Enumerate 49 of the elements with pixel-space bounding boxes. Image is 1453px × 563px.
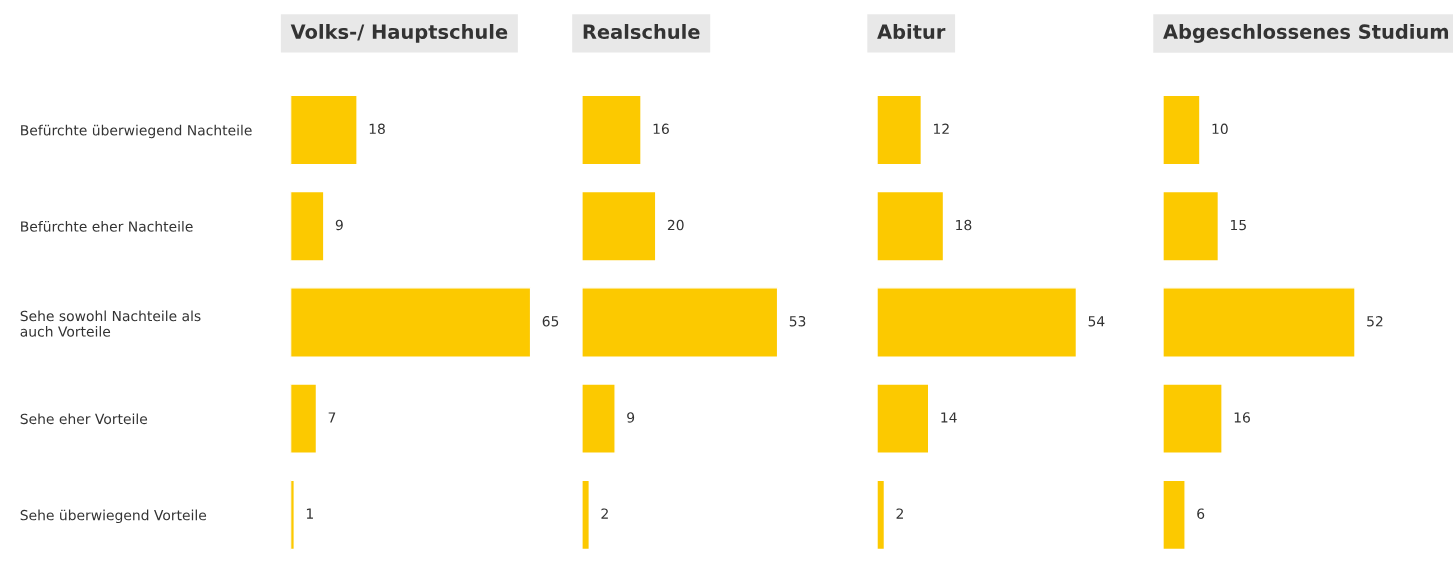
bar <box>290 94 358 166</box>
data-label: 15 <box>1231 219 1246 231</box>
y-tick-label: Sehe überwiegend Vorteile <box>20 509 207 524</box>
data-label: 14 <box>941 412 957 423</box>
bar <box>1162 287 1356 358</box>
chart-title: Abgeschlossenes Studium <box>1163 23 1449 43</box>
data-label: 6 <box>1197 508 1205 519</box>
data-label: 53 <box>789 315 806 327</box>
data-label: 18 <box>956 219 972 231</box>
data-label: 16 <box>653 123 669 135</box>
bar <box>1162 479 1186 551</box>
data-label: 12 <box>933 123 949 134</box>
bar <box>1162 94 1201 166</box>
bar <box>1162 383 1223 455</box>
data-label: 9 <box>335 219 343 231</box>
bar <box>290 190 325 262</box>
y-tick-label: Sehe eher Vorteile <box>20 413 148 425</box>
bar <box>581 287 779 358</box>
y-tick-label: Befürchte eher Nachteile <box>21 220 193 232</box>
data-label: 20 <box>667 219 684 231</box>
bar <box>581 479 591 551</box>
data-label: 2 <box>896 508 903 519</box>
y-tick-label: Sehe sowohl Nachteile als auch Vorteile <box>20 310 201 337</box>
data-label: 65 <box>542 315 559 327</box>
bar <box>877 287 1078 358</box>
bar <box>877 190 945 262</box>
data-label: 16 <box>1234 412 1250 423</box>
data-label: 7 <box>328 412 336 423</box>
data-label: 1 <box>306 508 313 519</box>
data-label: 54 <box>1088 316 1105 327</box>
data-label: 9 <box>627 412 635 423</box>
data-label: 18 <box>369 123 385 135</box>
bar <box>581 383 616 455</box>
chart-title: Abitur <box>877 24 946 40</box>
bar <box>877 383 930 455</box>
bar <box>290 383 318 455</box>
bar <box>877 479 886 551</box>
bar <box>1162 190 1220 262</box>
bar <box>290 287 532 358</box>
y-tick-label: Befürchte überwiegend Nachteile <box>21 124 252 139</box>
data-label: 52 <box>1367 315 1383 327</box>
data-label: 2 <box>601 508 608 519</box>
bar <box>581 94 642 166</box>
bar <box>877 94 923 166</box>
chart-title: Realschule <box>583 24 700 40</box>
data-label: 10 <box>1212 123 1228 135</box>
chart-title: Volks-/ Hauptschule <box>290 24 508 43</box>
bar <box>581 190 657 262</box>
bar <box>290 479 295 551</box>
